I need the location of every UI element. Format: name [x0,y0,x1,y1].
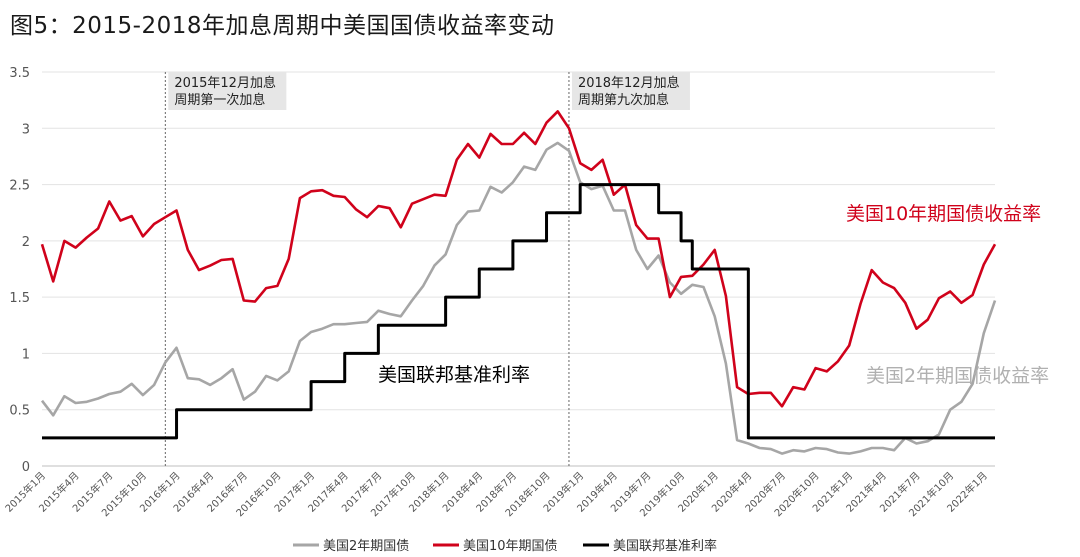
series-line-0 [40,141,997,455]
y-tick-label: 1 [22,347,30,362]
y-tick-label: 1.5 [9,291,30,306]
series-line-1 [40,110,997,408]
inline-labels: 美国10年期国债收益率 美国2年期国债收益率 美国联邦基准利率 [378,203,1049,387]
legend-label: 美国2年期国债 [323,539,409,554]
y-tick-label: 2 [22,235,30,250]
legend: 美国2年期国债 美国10年期国债 美国联邦基准利率 [293,538,717,554]
y-tick-label: 3 [22,122,30,137]
series-lines [40,110,997,455]
legend-label: 美国联邦基准利率 [613,538,717,554]
annotation-text: 2015年12月加息 [174,75,276,91]
label-two-year: 美国2年期国债收益率 [866,365,1049,387]
y-tick-label: 0 [22,460,30,475]
label-ten-year: 美国10年期国债收益率 [846,203,1041,225]
chart-title: 图5：2015-2018年加息周期中美国国债收益率变动 [10,13,555,39]
y-tick-label: 0.5 [9,404,30,419]
legend-label: 美国10年期国债 [463,539,558,554]
y-tick-label: 3.5 [9,66,30,81]
gridlines [42,71,995,467]
annotation-text: 周期第一次加息 [174,92,265,108]
label-fed-rate: 美国联邦基准利率 [378,364,530,386]
x-axis: 2015年1月2015年4月2015年7月2015年10月2016年1月2016… [2,469,990,519]
annotation-text: 周期第九次加息 [578,92,669,108]
annotation-box [571,72,690,110]
annotation-text: 2018年12月加息 [578,75,680,91]
y-axis: 0 0.5 1 1.5 2 2.5 3 3.5 [9,66,30,475]
y-tick-label: 2.5 [9,179,30,194]
annotation-box [168,72,287,110]
series-line-2 [42,183,995,440]
